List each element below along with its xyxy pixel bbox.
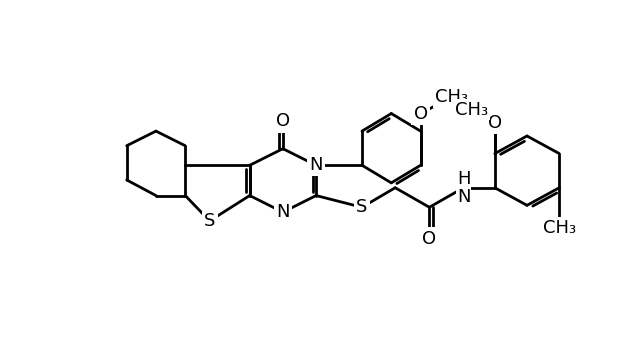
Text: O: O [413,104,428,122]
Text: N: N [457,188,470,206]
Text: CH₃: CH₃ [455,101,488,119]
Text: O: O [276,112,290,130]
Text: H: H [457,170,470,188]
Text: N: N [276,203,290,221]
Text: N: N [309,156,323,174]
Text: O: O [422,229,436,247]
Text: O: O [488,114,502,132]
Text: S: S [204,212,215,230]
Text: S: S [356,198,367,216]
Text: CH₃: CH₃ [543,219,576,237]
Text: CH₃: CH₃ [435,88,468,106]
